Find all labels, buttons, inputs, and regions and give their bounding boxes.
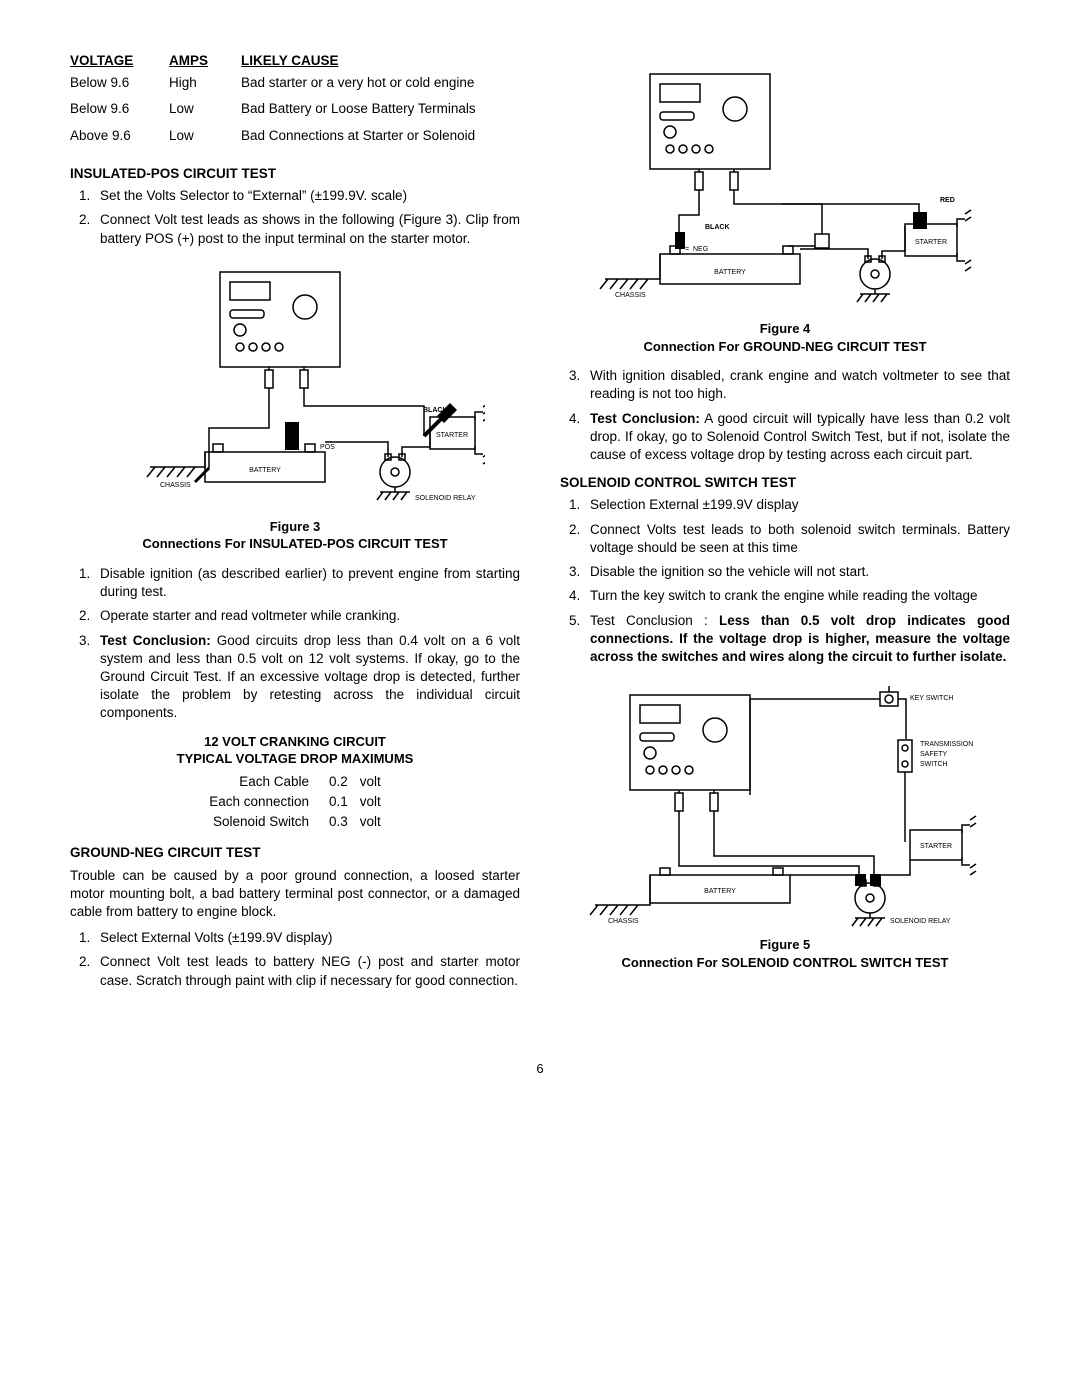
svg-text:BLACK: BLACK (705, 224, 730, 231)
list-item: Disable ignition (as described earlier) … (94, 565, 520, 601)
table-row: Solenoid Switch0.3volt (199, 812, 391, 832)
figure-3-diagram: BATTERY POS CHASSIS STARTER SOLENOID REL… (105, 262, 485, 512)
table-row: Each connection0.1volt (199, 792, 391, 812)
svg-text:BATTERY: BATTERY (704, 888, 736, 895)
svg-text:=: = (685, 246, 689, 253)
page-number: 6 (70, 1060, 1010, 1078)
ground-neg-intro: Trouble can be caused by a poor ground c… (70, 867, 520, 922)
svg-text:BATTERY: BATTERY (714, 269, 746, 276)
svg-text:RED: RED (940, 197, 955, 204)
figure-3-caption: Figure 3 Connections For INSULATED-POS C… (70, 518, 520, 553)
list-item: Connect Volt test leads to battery NEG (… (94, 953, 520, 989)
list-item: Selection External ±199.9V display (584, 496, 1010, 514)
figure-5-diagram: BATTERY CHASSIS KEY SWITCH TRANSMISSION … (570, 680, 1000, 930)
list-item: Connect Volt test leads as shows in the … (94, 211, 520, 247)
svg-text:SOLENOID RELAY: SOLENOID RELAY (890, 918, 951, 925)
svg-text:SWITCH: SWITCH (920, 761, 948, 768)
insulated-pos-steps-a: Set the Volts Selector to “External” (±1… (70, 187, 520, 248)
insulated-pos-title: INSULATED-POS CIRCUIT TEST (70, 165, 520, 183)
th-voltage: VOLTAGE (70, 50, 169, 72)
figure-5-caption: Figure 5 Connection For SOLENOID CONTROL… (560, 936, 1010, 971)
right-column: BLACK RED BATTERY = NEG CHASSIS STARTER (560, 50, 1010, 1000)
figure-4-diagram: BLACK RED BATTERY = NEG CHASSIS STARTER (575, 64, 995, 314)
table-row: Above 9.6 Low Bad Connections at Starter… (70, 125, 520, 151)
list-item: Test Conclusion: Good circuits drop less… (94, 632, 520, 723)
svg-text:CHASSIS: CHASSIS (615, 292, 646, 299)
table-row: Below 9.6 High Bad starter or a very hot… (70, 72, 520, 98)
svg-text:KEY SWITCH: KEY SWITCH (910, 695, 953, 702)
figure-4-caption: Figure 4 Connection For GROUND-NEG CIRCU… (560, 320, 1010, 355)
list-item: With ignition disabled, crank engine and… (584, 367, 1010, 403)
svg-text:CHASSIS: CHASSIS (160, 482, 191, 489)
ground-neg-title: GROUND-NEG CIRCUIT TEST (70, 844, 520, 862)
th-amps: AMPS (169, 50, 241, 72)
list-item: Select External Volts (±199.9V display) (94, 929, 520, 947)
svg-text:BLACK: BLACK (423, 407, 448, 414)
svg-text:SOLENOID RELAY: SOLENOID RELAY (415, 495, 476, 502)
volt-drop-table: Each Cable0.2volt Each connection0.1volt… (199, 772, 391, 833)
list-item: Connect Volts test leads to both solenoi… (584, 521, 1010, 557)
voltage-amps-table: VOLTAGE AMPS LIKELY CAUSE Below 9.6 High… (70, 50, 520, 151)
svg-text:CHASSIS: CHASSIS (608, 918, 639, 925)
left-column: VOLTAGE AMPS LIKELY CAUSE Below 9.6 High… (70, 50, 520, 1000)
svg-text:TRANSMISSION: TRANSMISSION (920, 741, 973, 748)
list-item: Test Conclusion: A good circuit will typ… (584, 410, 1010, 465)
volt-drop-title: 12 VOLT CRANKING CIRCUIT TYPICAL VOLTAGE… (70, 733, 520, 768)
svg-text:STARTER: STARTER (915, 239, 947, 246)
page-content: VOLTAGE AMPS LIKELY CAUSE Below 9.6 High… (70, 50, 1010, 1000)
svg-text:STARTER: STARTER (920, 843, 952, 850)
svg-text:SAFETY: SAFETY (920, 751, 948, 758)
table-row: Below 9.6 Low Bad Battery or Loose Batte… (70, 98, 520, 124)
ground-neg-steps-b: With ignition disabled, crank engine and… (560, 367, 1010, 464)
svg-text:BATTERY: BATTERY (249, 467, 281, 474)
table-row: Each Cable0.2volt (199, 772, 391, 792)
list-item: Operate starter and read voltmeter while… (94, 607, 520, 625)
list-item: Turn the key switch to crank the engine … (584, 587, 1010, 605)
th-cause: LIKELY CAUSE (241, 50, 520, 72)
list-item: Test Conclusion : Less than 0.5 volt dro… (584, 612, 1010, 667)
svg-text:NEG: NEG (693, 246, 708, 253)
solenoid-steps: Selection External ±199.9V display Conne… (560, 496, 1010, 666)
list-item: Set the Volts Selector to “External” (±1… (94, 187, 520, 205)
list-item: Disable the ignition so the vehicle will… (584, 563, 1010, 581)
svg-text:STARTER: STARTER (436, 432, 468, 439)
solenoid-title: SOLENOID CONTROL SWITCH TEST (560, 474, 1010, 492)
svg-text:POS: POS (320, 444, 335, 451)
ground-neg-steps-a: Select External Volts (±199.9V display) … (70, 929, 520, 990)
insulated-pos-steps-b: Disable ignition (as described earlier) … (70, 565, 520, 723)
